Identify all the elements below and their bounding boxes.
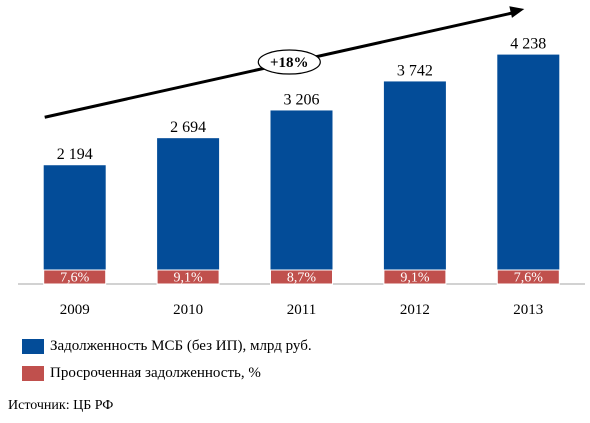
bar-overdue-2012 (383, 269, 447, 285)
data-label-debt-2013: 4 238 (510, 36, 546, 53)
growth-annotation-bubble (257, 49, 321, 75)
bar-debt-2009 (43, 165, 106, 284)
bar-debt-2012 (383, 81, 446, 285)
legend-item-debt: Задолженность МСБ (без ИП), млрд руб. (22, 338, 312, 355)
legend-label-debt: Задолженность МСБ (без ИП), млрд руб. (50, 338, 312, 354)
data-label-overdue-2012: 9,1% (400, 271, 430, 286)
growth-annotation-label: +18% (270, 55, 309, 71)
x-tick-label-2010: 2010 (173, 302, 203, 318)
bar-overdue-2013 (496, 269, 560, 285)
data-label-overdue-2009: 7,6% (60, 271, 90, 286)
legend-item-overdue: Просроченная задолженность, % (22, 365, 261, 382)
data-label-debt-2009: 2 194 (57, 146, 93, 163)
legend-swatch-overdue (22, 366, 44, 381)
data-label-overdue-2010: 9,1% (174, 271, 204, 286)
bar-chart: 7,6% 2 194 2009 9,1% 2 694 2010 8,7% 3 206 2011 9… (18, 6, 585, 318)
bar-overdue-2010 (156, 269, 220, 285)
bar-debt-2013 (497, 54, 560, 285)
source-note: Источник: ЦБ РФ (8, 398, 114, 413)
trend-arrow-head (509, 6, 525, 18)
bar-overdue-2009 (43, 269, 107, 285)
bar-debt-2010 (157, 138, 220, 284)
bar-debt-2011 (270, 110, 333, 284)
bar-overdue-2011 (270, 269, 333, 285)
x-tick-label-2011: 2011 (287, 302, 316, 318)
x-tick-label-2012: 2012 (400, 302, 430, 318)
x-tick-label-2009: 2009 (60, 302, 90, 318)
data-label-debt-2010: 2 694 (170, 119, 206, 136)
data-label-debt-2011: 3 206 (284, 91, 320, 108)
x-tick-label-2013: 2013 (513, 302, 543, 318)
legend-swatch-debt (22, 339, 44, 354)
data-label-overdue-2013: 7,6% (514, 271, 544, 286)
legend-label-overdue: Просроченная задолженность, % (50, 365, 261, 381)
data-label-overdue-2011: 8,7% (287, 271, 317, 286)
data-label-debt-2012: 3 742 (397, 62, 433, 79)
